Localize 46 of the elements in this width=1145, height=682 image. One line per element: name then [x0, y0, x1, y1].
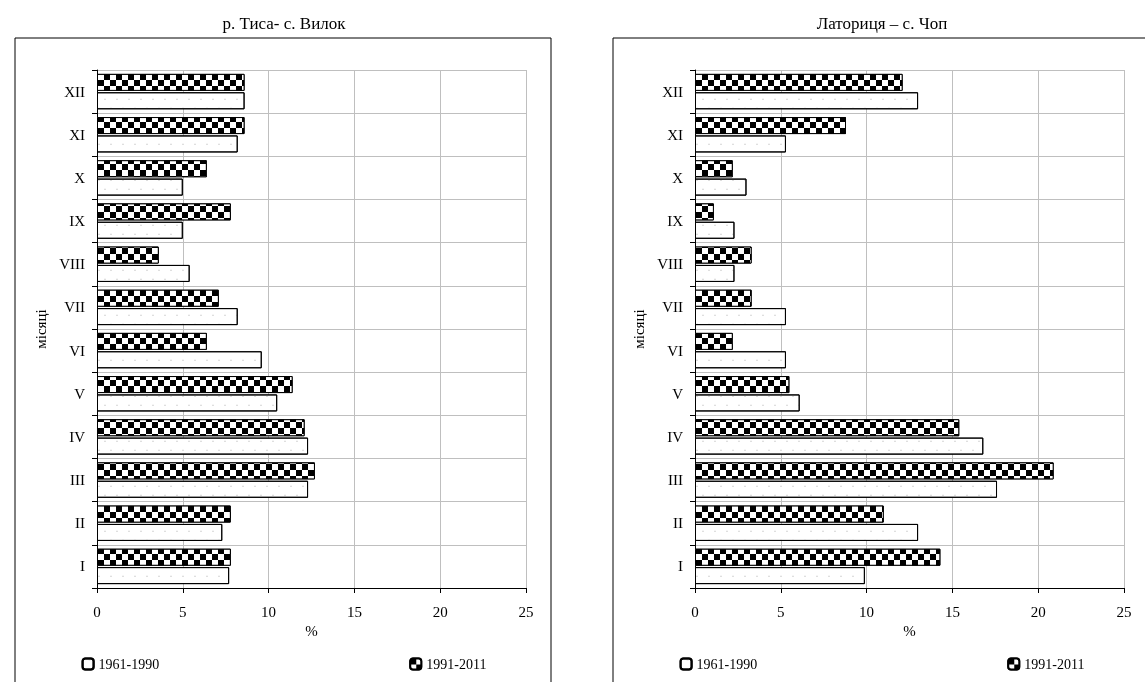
x-tick-label: 20	[432, 603, 448, 620]
y-tick-label: XII	[662, 83, 683, 100]
y-tick-label: III	[70, 472, 85, 489]
y-tick-label: VI	[667, 342, 683, 359]
chart-title: Латориця – с. Чоп	[816, 14, 948, 33]
x-tick-label: 10	[859, 603, 875, 620]
y-tick-label: IV	[667, 428, 684, 445]
chart-title: р. Тиса- с. Вилок	[222, 14, 347, 33]
x-tick-label: 5	[179, 603, 187, 620]
y-tick-label: VIII	[657, 256, 683, 273]
y-axis-title: місяці	[32, 309, 49, 349]
x-tick-label: 0	[93, 603, 101, 620]
x-tick-label: 25	[518, 603, 534, 620]
x-tick-label: 5	[777, 603, 785, 620]
y-tick-label: II	[673, 515, 683, 532]
y-tick-label: IX	[667, 213, 684, 230]
y-tick-label: VII	[662, 299, 683, 316]
legend-label: 1991-2011	[1024, 656, 1085, 672]
x-tick-label: 15	[346, 603, 362, 620]
x-tick-label: 15	[944, 603, 960, 620]
y-tick-label: V	[74, 385, 86, 402]
y-tick-label: X	[672, 169, 684, 186]
y-tick-label: VIII	[59, 256, 85, 273]
legend-label: 1991-2011	[426, 656, 487, 672]
legend-label: 1961-1990	[98, 656, 160, 672]
y-tick-label: VII	[64, 299, 85, 316]
x-tick-label: 0	[691, 603, 699, 620]
y-tick-label: IX	[69, 213, 86, 230]
y-tick-label: I	[80, 558, 85, 575]
y-tick-label: XI	[667, 126, 683, 143]
y-tick-label: VI	[69, 342, 85, 359]
x-axis-title: %	[305, 623, 318, 640]
y-tick-label: XI	[69, 126, 85, 143]
x-axis-title: %	[903, 623, 916, 640]
y-axis-title: місяці	[630, 309, 647, 349]
y-tick-label: X	[74, 169, 86, 186]
x-tick-label: 10	[261, 603, 277, 620]
y-tick-label: III	[668, 472, 683, 489]
y-tick-label: IV	[69, 428, 86, 445]
y-tick-label: XII	[64, 83, 85, 100]
y-tick-label: I	[678, 558, 683, 575]
x-tick-label: 25	[1116, 603, 1132, 620]
y-tick-label: II	[75, 515, 85, 532]
x-tick-label: 20	[1030, 603, 1046, 620]
y-tick-label: V	[672, 385, 684, 402]
legend-label: 1961-1990	[696, 656, 758, 672]
